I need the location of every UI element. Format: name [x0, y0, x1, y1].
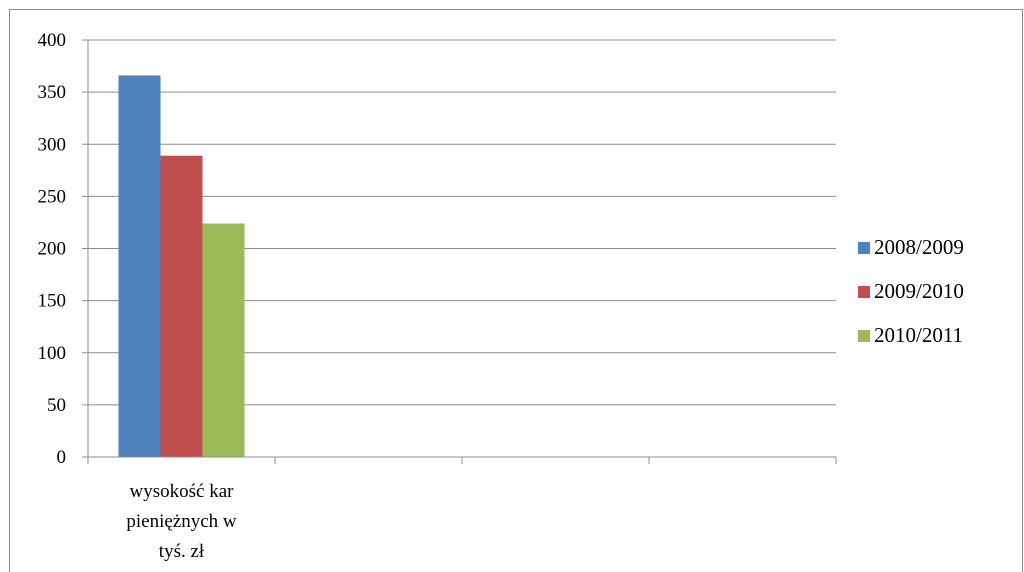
legend-swatch — [858, 286, 870, 298]
bar-2008-2009 — [119, 75, 161, 457]
legend-item-series-2: 2009/2010 — [858, 277, 964, 306]
category-label-line: tyś. zł — [159, 541, 205, 562]
bar-2009-2010 — [161, 156, 203, 457]
y-tick-label: 400 — [38, 30, 67, 51]
y-tick-label: 100 — [38, 343, 67, 364]
category-labels: wysokość kar pieniężnych w tyś. zł — [126, 481, 237, 562]
y-tick-label: 250 — [38, 186, 67, 207]
legend-label: 2008/2009 — [874, 237, 964, 258]
y-tick-label: 0 — [57, 447, 67, 468]
legend-item-series-3: 2010/2011 — [858, 321, 964, 350]
y-tick-label: 200 — [38, 239, 67, 260]
y-tick-labels: 0 50 100 150 200 250 300 350 400 — [38, 30, 67, 468]
legend-swatch — [858, 330, 870, 342]
y-tick-label: 50 — [47, 395, 66, 416]
legend-label: 2010/2011 — [874, 325, 963, 346]
legend-item-series-1: 2008/2009 — [858, 233, 964, 262]
legend-label: 2009/2010 — [874, 281, 964, 302]
legend: 2008/2009 2009/2010 2010/2011 — [858, 233, 964, 365]
legend-swatch — [858, 242, 870, 254]
y-tick-label: 350 — [38, 82, 67, 103]
bars — [119, 75, 245, 457]
category-label-line: wysokość kar — [130, 481, 235, 502]
category-label-line: pieniężnych w — [126, 511, 237, 532]
y-tick-label: 150 — [38, 291, 67, 312]
bar-2010-2011 — [203, 223, 245, 457]
y-tick-label: 300 — [38, 134, 67, 155]
